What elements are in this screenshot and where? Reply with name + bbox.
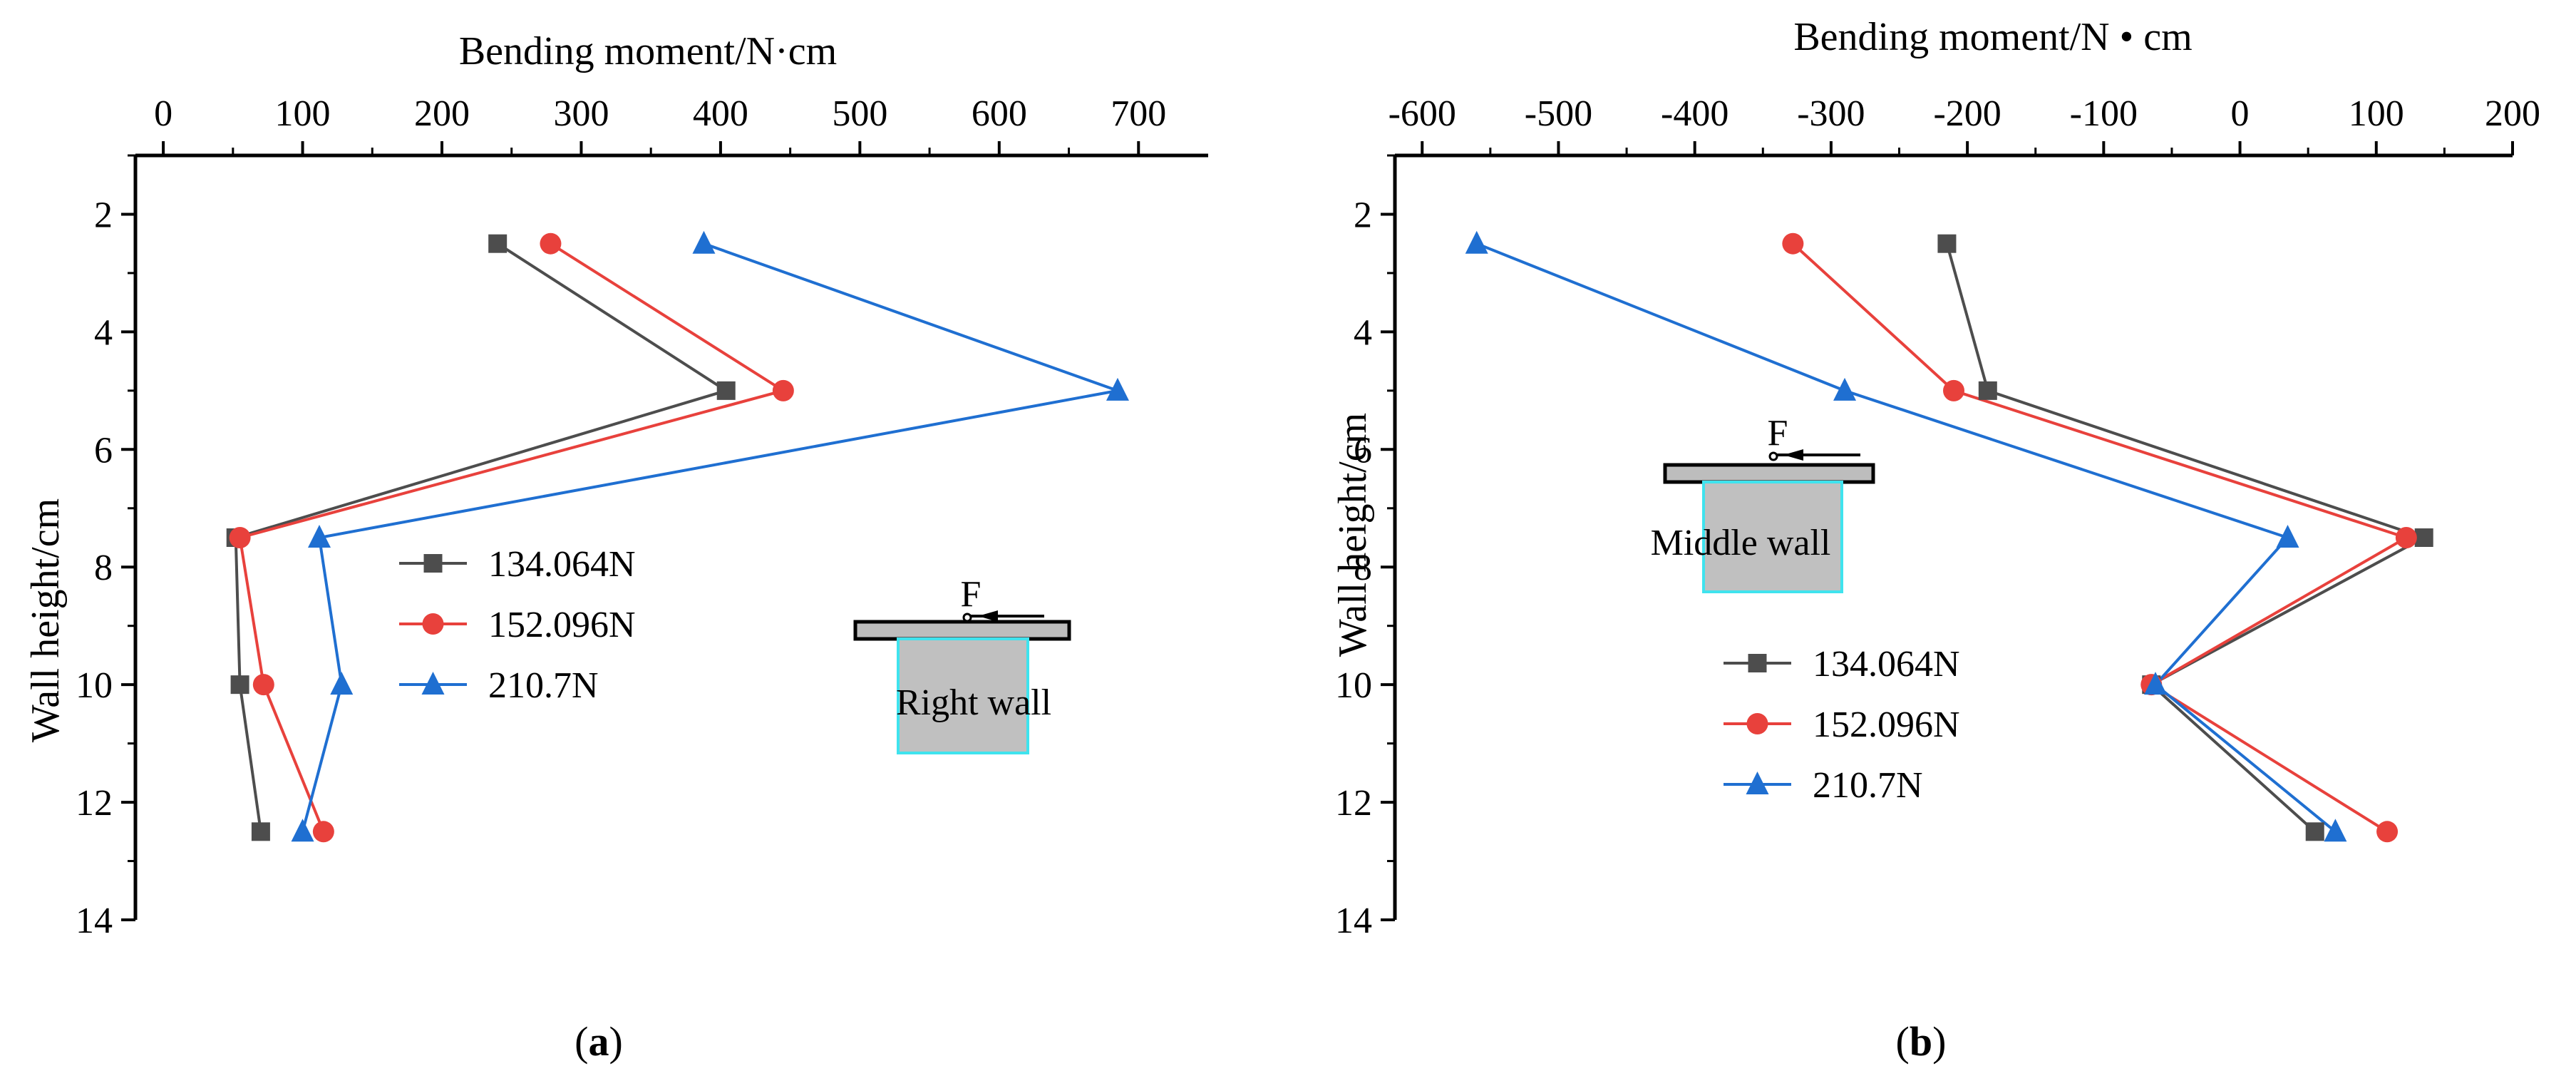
y-tick-label: 2 xyxy=(1354,195,1372,235)
x-tick-label: -300 xyxy=(1797,93,1865,134)
force-label: F xyxy=(961,574,982,615)
legend-label: 134.064N xyxy=(1813,644,1960,685)
y-tick-label: 14 xyxy=(1335,901,1372,941)
data-point-series-0 xyxy=(1978,381,1997,400)
data-point-series-2 xyxy=(2276,525,2299,548)
load-point-icon xyxy=(1768,451,1778,461)
right-wall-inset: F Right wall xyxy=(853,574,1071,754)
x-tick-label: 500 xyxy=(832,93,887,134)
legend-marker xyxy=(421,672,445,695)
y-tick-label: 12 xyxy=(1335,783,1372,824)
y-tick-label: 14 xyxy=(76,901,113,941)
legend-marker xyxy=(1746,713,1768,734)
legend: 134.064N 152.096N 210.7N xyxy=(399,544,636,706)
x-axis-title: Bending moment/N • cm xyxy=(1793,15,2192,59)
data-point-series-1 xyxy=(229,527,251,548)
x-tick-label: 100 xyxy=(275,93,331,134)
legend-label: 134.064N xyxy=(488,544,636,585)
x-tick-label: 200 xyxy=(2485,93,2540,134)
data-point-series-1 xyxy=(2395,527,2417,548)
data-point-series-1 xyxy=(772,379,794,401)
data-point-series-2 xyxy=(330,672,354,695)
data-point-series-0 xyxy=(716,381,736,400)
data-point-series-2 xyxy=(1106,377,1129,401)
legend-marker xyxy=(422,613,444,635)
y-tick-label: 10 xyxy=(76,665,113,706)
data-point-series-2 xyxy=(2324,819,2347,842)
legend-label: 210.7N xyxy=(1813,765,1923,806)
x-tick-label: -100 xyxy=(2070,93,2138,134)
y-tick-label: 2 xyxy=(94,195,113,235)
legend-marker xyxy=(423,554,443,573)
data-point-series-0 xyxy=(230,675,249,695)
y-tick-label: 8 xyxy=(94,548,113,588)
legend-label: 152.096N xyxy=(1813,705,1960,745)
y-tick-label: 10 xyxy=(1335,665,1372,706)
slab xyxy=(1663,463,1875,484)
chart-panel-a: Bending moment/N·cm Wall height/cm 0 100 2… xyxy=(24,29,1208,1065)
slab xyxy=(853,620,1071,641)
x-axis-title: Bending moment/N·cm xyxy=(459,29,837,73)
y-tick-label: 4 xyxy=(1354,312,1372,353)
data-point-series-2 xyxy=(308,525,331,548)
panel-caption-b: (b) xyxy=(1896,1018,1947,1065)
force-label: F xyxy=(1768,413,1788,454)
data-point-series-2 xyxy=(291,819,314,842)
legend-marker xyxy=(1746,772,1769,794)
x-tick-label: 0 xyxy=(2231,93,2250,134)
y-axis-title: Wall height/cm xyxy=(1331,413,1375,657)
data-point-series-0 xyxy=(1937,234,1957,253)
legend: 134.064N 152.096N 210.7N xyxy=(1724,644,1960,806)
data-point-series-1 xyxy=(1782,232,1804,255)
y-tick-label: 4 xyxy=(94,312,113,353)
y-tick-label: 12 xyxy=(76,783,113,824)
chart-panel-b: Bending moment/N • cm Wall height/cm -60… xyxy=(1331,15,2540,1065)
x-tick-label: 400 xyxy=(693,93,748,134)
data-point-series-0 xyxy=(251,822,270,841)
y-tick-label: 6 xyxy=(94,430,113,471)
data-point-series-2 xyxy=(1833,377,1857,401)
x-tick-label: -400 xyxy=(1661,93,1729,134)
x-tick-label: 700 xyxy=(1111,93,1166,134)
y-axis-title: Wall height/cm xyxy=(24,498,68,742)
x-tick-label: 600 xyxy=(972,93,1027,134)
x-tick-label: -200 xyxy=(1933,93,2001,134)
data-point-series-1 xyxy=(540,232,562,255)
data-point-series-0 xyxy=(488,234,508,253)
wall-label: Middle wall xyxy=(1651,523,1831,563)
force-arrowhead-icon xyxy=(978,610,998,622)
data-point-series-1 xyxy=(1943,379,1964,401)
middle-wall-inset: F Middle wall xyxy=(1651,413,1875,593)
x-tick-label: 0 xyxy=(154,93,172,134)
data-point-series-0 xyxy=(2305,822,2324,841)
series-line-0 xyxy=(234,242,730,832)
y-tick-label: 6 xyxy=(1354,430,1372,471)
data-point-series-1 xyxy=(252,674,274,696)
data-point-series-2 xyxy=(2144,672,2168,695)
wall-label: Right wall xyxy=(896,682,1051,723)
panel-label-b: b xyxy=(1910,1018,1932,1065)
data-point-series-2 xyxy=(692,230,716,254)
legend-label: 210.7N xyxy=(488,665,599,706)
x-tick-label: 300 xyxy=(553,93,609,134)
force-arrowhead-icon xyxy=(1783,449,1803,461)
x-tick-label: -500 xyxy=(1525,93,1592,134)
x-tick-label: 200 xyxy=(414,93,470,134)
series-line-0 xyxy=(1945,243,2428,833)
legend-marker xyxy=(1748,654,1767,672)
data-point-series-0 xyxy=(2414,528,2433,547)
panel-caption-a: (a) xyxy=(575,1018,623,1065)
wall-block xyxy=(897,637,1029,754)
data-point-series-1 xyxy=(2376,821,2399,843)
x-tick-label: -600 xyxy=(1389,93,1456,134)
wall-block xyxy=(1702,481,1843,593)
data-point-series-2 xyxy=(1465,230,1488,254)
y-tick-label: 8 xyxy=(1354,548,1372,588)
load-point-icon xyxy=(962,613,972,623)
legend-label: 152.096N xyxy=(488,605,636,645)
data-point-series-1 xyxy=(312,821,334,843)
x-tick-label: 100 xyxy=(2349,93,2404,134)
panel-label-a: a xyxy=(589,1018,609,1065)
